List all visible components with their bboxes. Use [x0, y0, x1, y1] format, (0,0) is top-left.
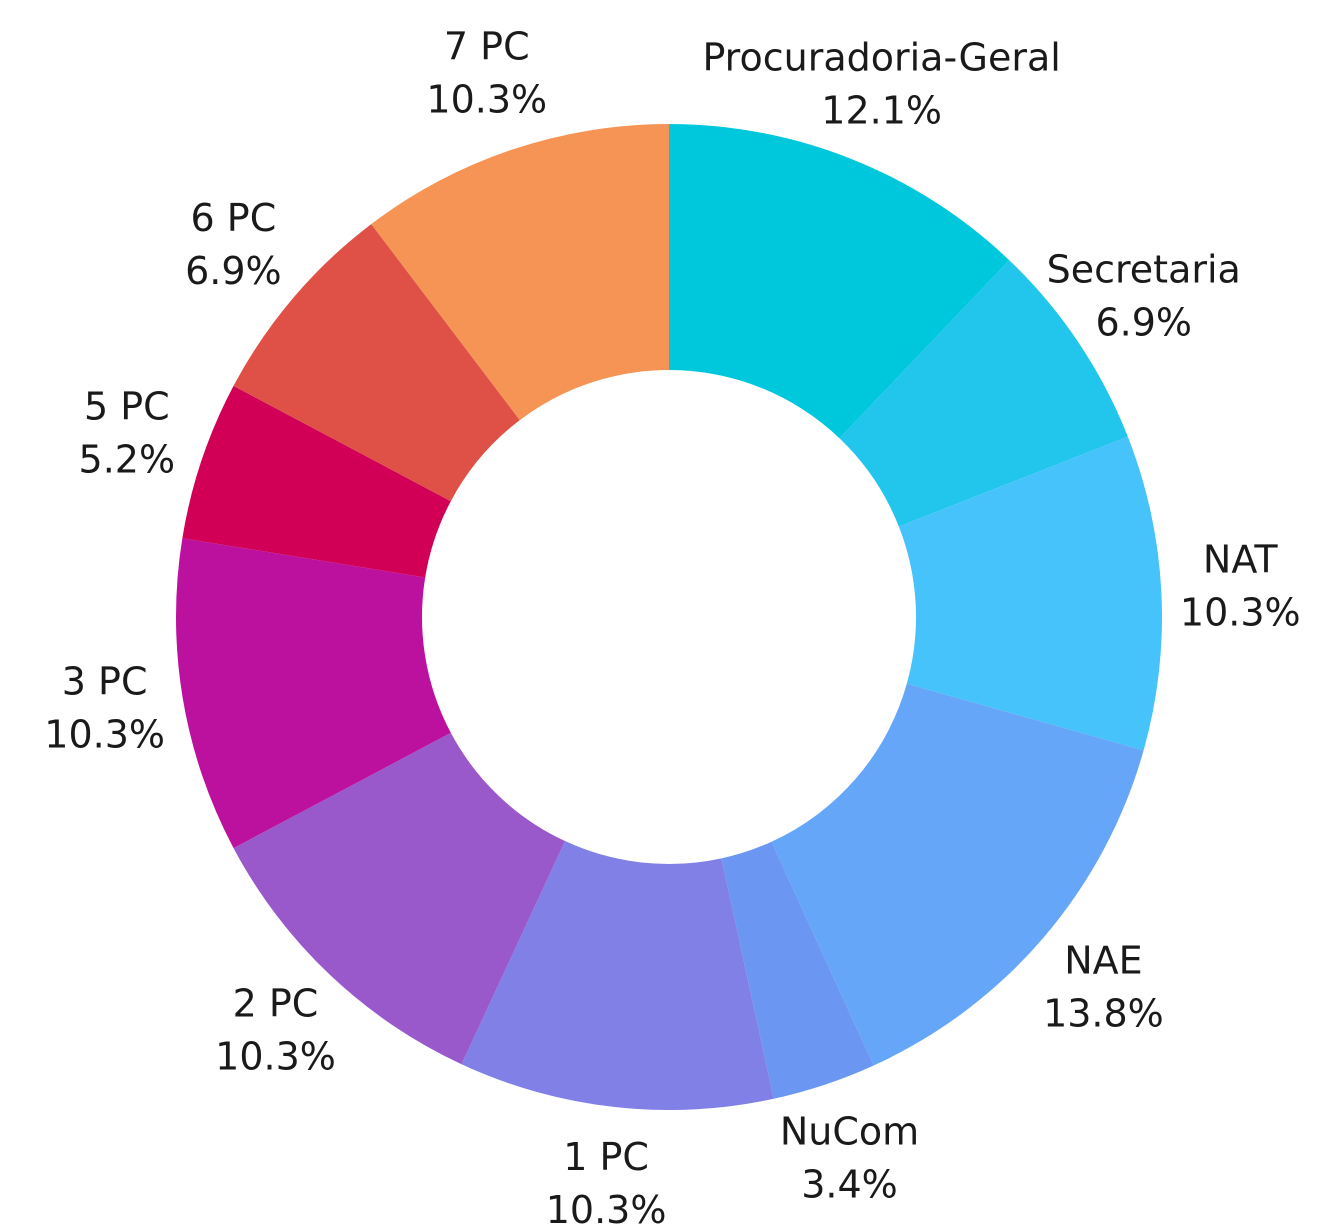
slice-label: Secretaria: [1047, 247, 1241, 291]
slice-label: NAT: [1203, 538, 1278, 582]
slice: [371, 124, 669, 421]
slice: [771, 683, 1144, 1066]
slice: [898, 436, 1162, 751]
value-label: 5.2%: [79, 437, 176, 481]
slice-label: 1 PC: [563, 1135, 649, 1179]
slice-label: 6 PC: [191, 196, 277, 240]
slice: [182, 385, 451, 578]
slice: [176, 538, 451, 849]
slice-label: NuCom: [780, 1109, 919, 1153]
value-label: 10.3%: [44, 713, 165, 757]
slice: [233, 732, 566, 1065]
value-label: 10.3%: [546, 1188, 667, 1228]
value-label: 10.3%: [1180, 591, 1301, 635]
value-label: 6.9%: [185, 249, 282, 293]
slice-label: Procuradoria-Geral: [702, 35, 1060, 79]
value-label: 12.1%: [821, 88, 942, 132]
slice-label: 2 PC: [233, 982, 319, 1026]
value-label: 10.3%: [426, 77, 547, 121]
slice-label: NAE: [1064, 939, 1142, 983]
value-label: 10.3%: [215, 1035, 336, 1079]
slice-label: 3 PC: [62, 660, 148, 704]
slice: [461, 841, 774, 1110]
slice: [721, 841, 874, 1099]
slice-label: 5 PC: [84, 384, 170, 428]
slice-label: 7 PC: [444, 24, 530, 68]
value-label: 13.8%: [1043, 992, 1164, 1036]
slice: [233, 224, 520, 502]
slice: [669, 124, 1010, 439]
slice: [839, 260, 1128, 527]
value-label: 6.9%: [1095, 300, 1192, 344]
value-label: 3.4%: [801, 1162, 898, 1206]
